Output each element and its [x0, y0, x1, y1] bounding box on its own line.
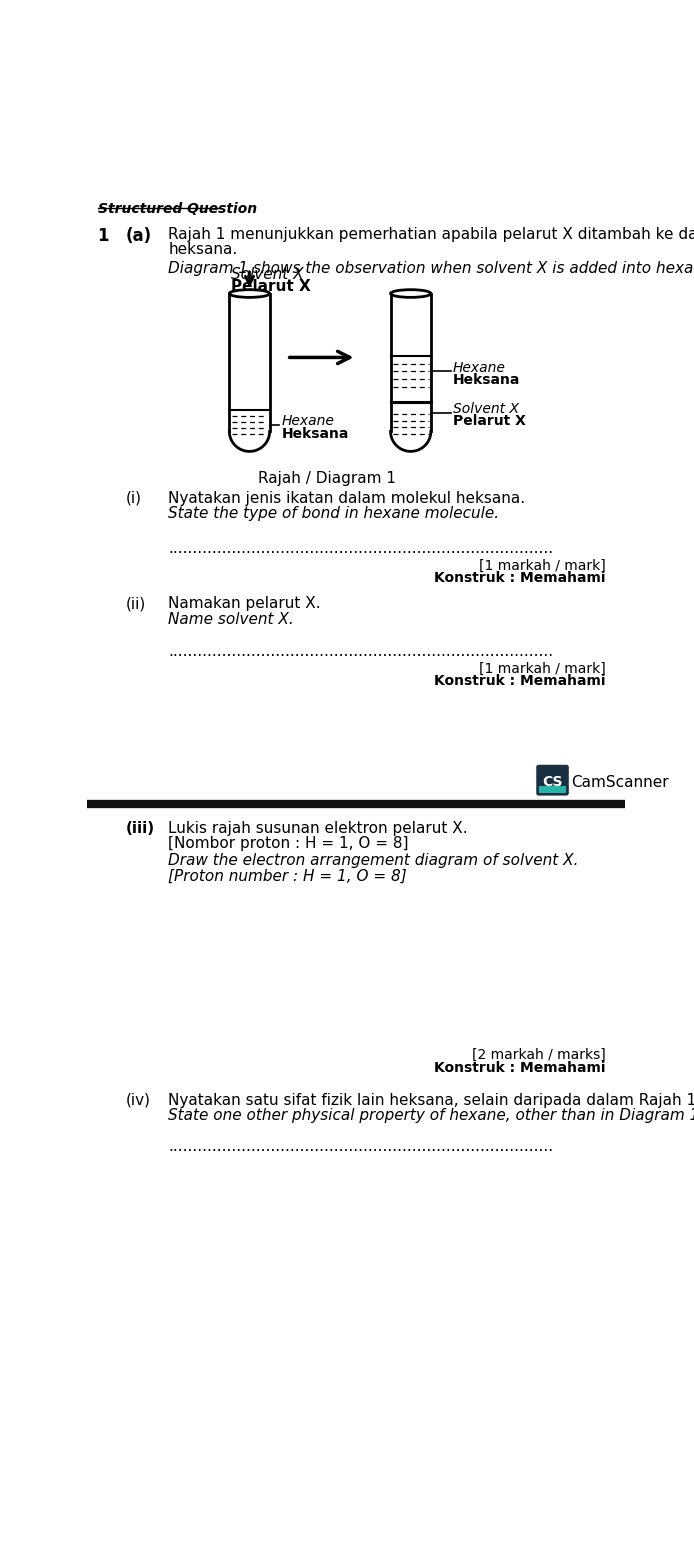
Text: Rajah / Diagram 1: Rajah / Diagram 1: [258, 472, 396, 486]
Text: Namakan pelarut X.: Namakan pelarut X.: [168, 595, 321, 611]
FancyBboxPatch shape: [536, 765, 569, 796]
Text: [1 markah / mark]: [1 markah / mark]: [480, 661, 606, 675]
Text: Solvent X: Solvent X: [452, 403, 518, 417]
Bar: [539, 785, 566, 793]
Text: Diagram 1 shows the observation when solvent X is added into hexane.: Diagram 1 shows the observation when sol…: [168, 262, 694, 276]
Text: Solvent X: Solvent X: [231, 268, 303, 282]
Text: Lukis rajah susunan elektron pelarut X.: Lukis rajah susunan elektron pelarut X.: [168, 821, 468, 835]
Text: Konstruk : Memahami: Konstruk : Memahami: [434, 674, 606, 688]
Text: State the type of bond in hexane molecule.: State the type of bond in hexane molecul…: [168, 506, 499, 522]
Text: [Proton number : H = 1, O = 8]: [Proton number : H = 1, O = 8]: [168, 868, 407, 884]
Text: Rajah 1 menunjukkan pemerhatian apabila pelarut X ditambah ke dalam: Rajah 1 menunjukkan pemerhatian apabila …: [168, 227, 694, 241]
Text: ...............................................................................: ........................................…: [168, 644, 553, 658]
Text: [Nombor proton : H = 1, O = 8]: [Nombor proton : H = 1, O = 8]: [168, 837, 409, 851]
Text: State one other physical property of hexane, other than in Diagram 1.: State one other physical property of hex…: [168, 1108, 694, 1124]
Text: ...............................................................................: ........................................…: [168, 541, 553, 556]
Text: Nyatakan jenis ikatan dalam molekul heksana.: Nyatakan jenis ikatan dalam molekul heks…: [168, 490, 525, 506]
Text: 1: 1: [98, 227, 109, 244]
Text: (i): (i): [126, 490, 142, 506]
Text: [1 markah / mark]: [1 markah / mark]: [480, 558, 606, 572]
Text: Heksana: Heksana: [452, 373, 520, 387]
Text: Nyatakan satu sifat fizik lain heksana, selain daripada dalam Rajah 1.: Nyatakan satu sifat fizik lain heksana, …: [168, 1092, 694, 1108]
Text: Pelarut X: Pelarut X: [231, 279, 311, 295]
Text: Heksana: Heksana: [281, 426, 348, 440]
Text: CS: CS: [542, 774, 563, 788]
Text: Konstruk : Memahami: Konstruk : Memahami: [434, 1061, 606, 1075]
Text: CamScanner: CamScanner: [571, 774, 669, 790]
Text: Pelarut X: Pelarut X: [452, 414, 525, 428]
Text: Konstruk : Memahami: Konstruk : Memahami: [434, 570, 606, 584]
Text: (a): (a): [126, 227, 151, 244]
Text: (iv): (iv): [126, 1092, 151, 1108]
Text: (iii): (iii): [126, 821, 155, 835]
Text: (ii): (ii): [126, 595, 146, 611]
Text: [2 markah / marks]: [2 markah / marks]: [472, 1048, 606, 1062]
Text: Draw the electron arrangement diagram of solvent X.: Draw the electron arrangement diagram of…: [168, 854, 579, 868]
Text: heksana.: heksana.: [168, 241, 237, 257]
Text: ...............................................................................: ........................................…: [168, 1139, 553, 1153]
Text: Name solvent X.: Name solvent X.: [168, 611, 294, 627]
Text: Structured Question: Structured Question: [98, 202, 257, 216]
Text: Hexane: Hexane: [281, 414, 334, 428]
Text: Hexane: Hexane: [452, 360, 505, 375]
